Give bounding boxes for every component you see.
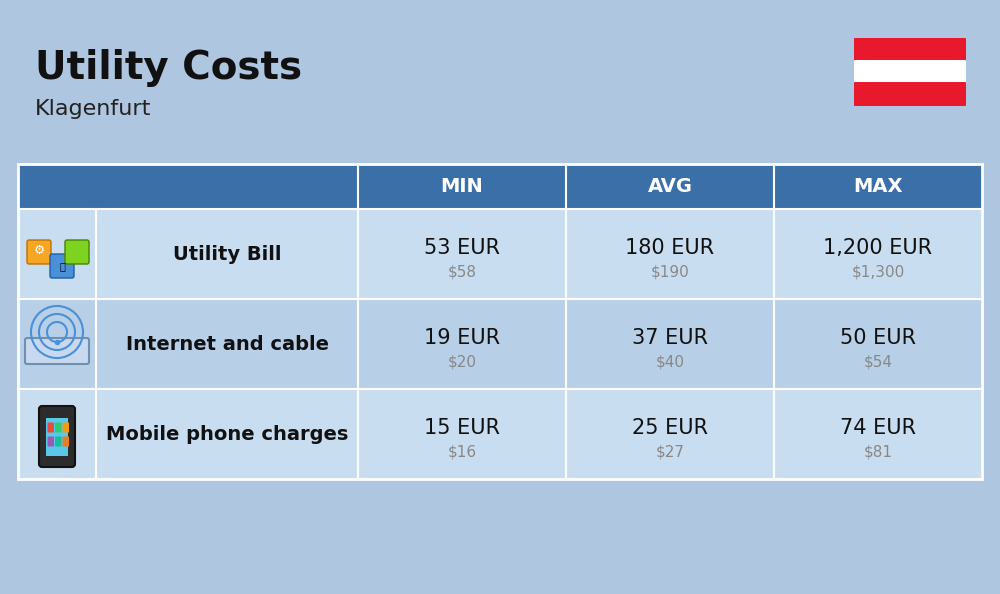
FancyBboxPatch shape — [854, 60, 966, 84]
Text: 37 EUR: 37 EUR — [632, 328, 708, 347]
FancyBboxPatch shape — [63, 437, 69, 447]
Text: 15 EUR: 15 EUR — [424, 418, 500, 438]
Text: 🔋: 🔋 — [59, 261, 65, 271]
FancyBboxPatch shape — [18, 164, 982, 209]
Text: Internet and cable: Internet and cable — [126, 334, 328, 353]
FancyBboxPatch shape — [39, 406, 75, 467]
Text: $54: $54 — [864, 355, 893, 369]
Text: ⚙: ⚙ — [33, 244, 45, 257]
Text: Klagenfurt: Klagenfurt — [35, 99, 151, 119]
FancyBboxPatch shape — [48, 437, 54, 447]
FancyBboxPatch shape — [25, 338, 89, 364]
FancyBboxPatch shape — [854, 38, 966, 62]
FancyBboxPatch shape — [46, 418, 68, 456]
Text: $81: $81 — [864, 444, 893, 460]
FancyBboxPatch shape — [854, 82, 966, 106]
FancyBboxPatch shape — [18, 209, 982, 299]
Text: 74 EUR: 74 EUR — [840, 418, 916, 438]
Text: $16: $16 — [447, 444, 477, 460]
FancyBboxPatch shape — [27, 240, 51, 264]
Text: 25 EUR: 25 EUR — [632, 418, 708, 438]
FancyBboxPatch shape — [65, 240, 89, 264]
Text: $20: $20 — [448, 355, 477, 369]
Text: $1,300: $1,300 — [851, 264, 905, 280]
Text: 19 EUR: 19 EUR — [424, 328, 500, 347]
Text: MIN: MIN — [441, 177, 483, 196]
Text: AVG: AVG — [648, 177, 692, 196]
FancyBboxPatch shape — [55, 422, 62, 432]
Text: $27: $27 — [656, 444, 684, 460]
Text: $58: $58 — [448, 264, 477, 280]
FancyBboxPatch shape — [18, 299, 982, 389]
Text: $40: $40 — [656, 355, 684, 369]
Text: Utility Costs: Utility Costs — [35, 49, 302, 87]
FancyBboxPatch shape — [63, 422, 69, 432]
Text: Mobile phone charges: Mobile phone charges — [106, 425, 348, 444]
FancyBboxPatch shape — [50, 254, 74, 278]
FancyBboxPatch shape — [48, 422, 54, 432]
FancyBboxPatch shape — [18, 389, 982, 479]
Text: Utility Bill: Utility Bill — [173, 245, 281, 264]
Text: 50 EUR: 50 EUR — [840, 328, 916, 347]
Text: 1,200 EUR: 1,200 EUR — [823, 238, 933, 258]
Text: 180 EUR: 180 EUR — [625, 238, 715, 258]
FancyBboxPatch shape — [55, 437, 62, 447]
Text: 53 EUR: 53 EUR — [424, 238, 500, 258]
Text: $190: $190 — [651, 264, 689, 280]
Text: MAX: MAX — [853, 177, 903, 196]
